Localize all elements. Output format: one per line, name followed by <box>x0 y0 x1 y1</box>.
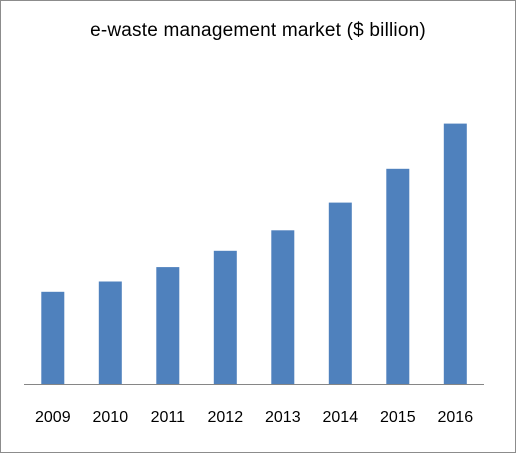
x-tick-label-2012: 2012 <box>208 409 244 426</box>
x-tick-label-2014: 2014 <box>323 409 359 426</box>
bar-2013 <box>271 230 295 385</box>
x-tick-labels: 2009 2010 2011 2012 2013 2014 2015 2016 <box>35 409 473 426</box>
bar-2009 <box>41 291 65 385</box>
chart-title: e-waste management market ($ billion) <box>90 20 426 41</box>
x-tick-label-2013: 2013 <box>265 409 301 426</box>
x-tick-label-2011: 2011 <box>151 409 186 426</box>
bar-2010 <box>98 281 122 384</box>
bars-group <box>41 123 467 385</box>
x-tick-label-2009: 2009 <box>35 409 71 426</box>
bar-2012 <box>213 250 237 385</box>
x-tick-label-2015: 2015 <box>380 409 416 426</box>
x-tick-label-2010: 2010 <box>93 409 129 426</box>
bar-2014 <box>328 202 352 384</box>
bar-2016 <box>443 123 467 384</box>
bar-2011 <box>156 267 180 384</box>
x-tick-label-2016: 2016 <box>438 409 474 426</box>
bar-2015 <box>386 168 410 385</box>
